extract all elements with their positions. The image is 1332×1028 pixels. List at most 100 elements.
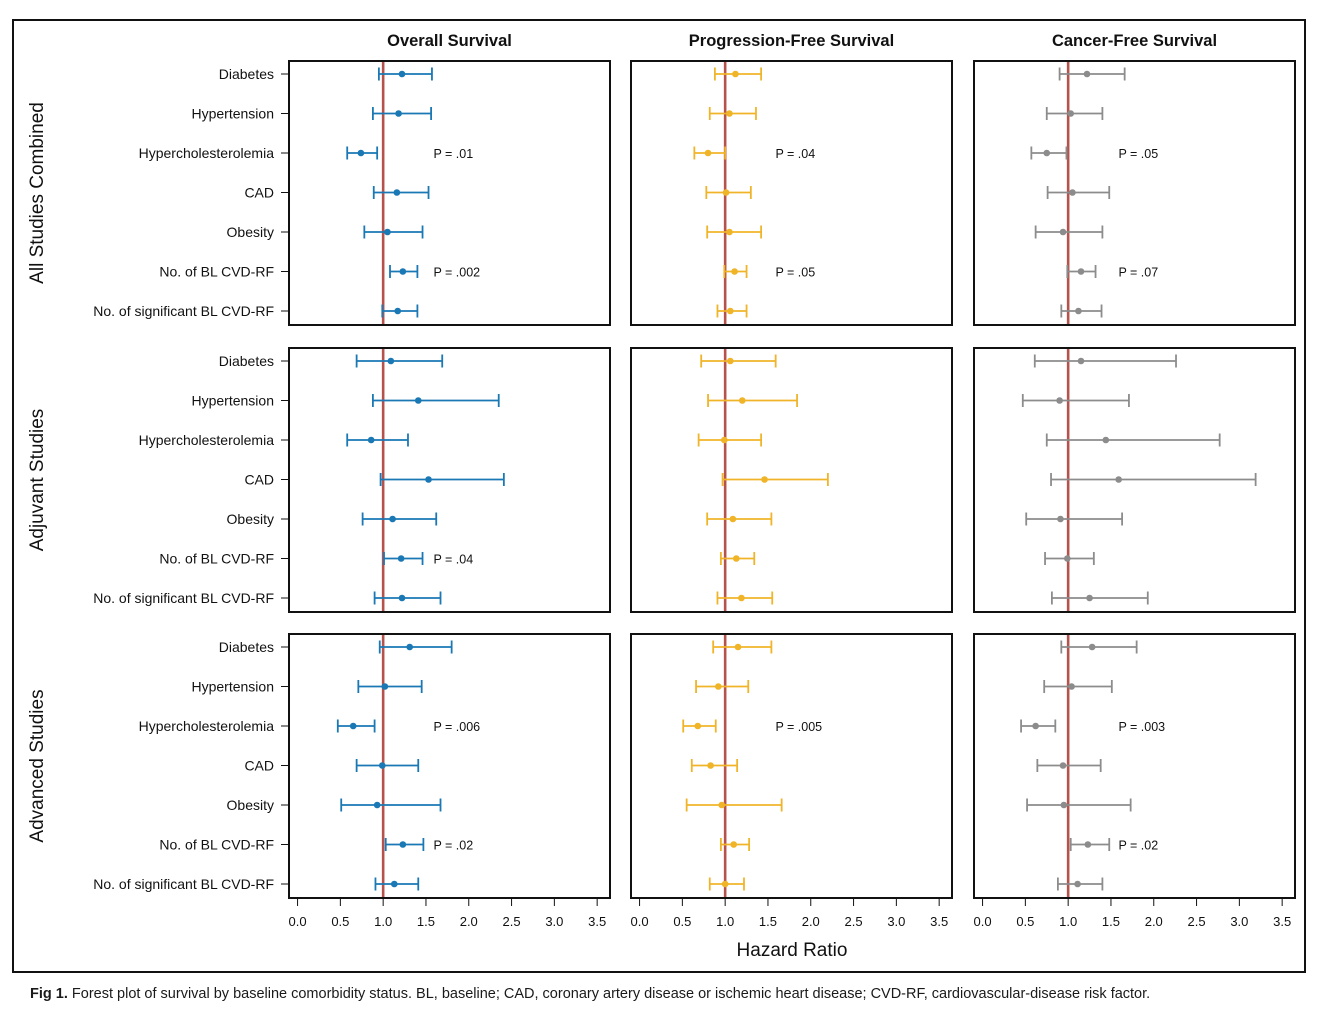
x-tick-label: 3.0 bbox=[545, 914, 563, 929]
row-label: Diabetes bbox=[219, 353, 274, 369]
hazard-ratio-point bbox=[425, 476, 432, 483]
hazard-ratio-point bbox=[718, 801, 726, 809]
x-tick-label: 0.5 bbox=[673, 914, 691, 929]
hazard-ratio-point bbox=[722, 189, 730, 196]
row-label: Diabetes bbox=[219, 66, 274, 82]
hazard-ratio-point bbox=[729, 515, 737, 523]
forest-plot-figure: Overall Survival Progression-Free Surviva… bbox=[12, 19, 1306, 973]
row-label: Hypertension bbox=[192, 106, 275, 122]
hazard-ratio-point bbox=[397, 555, 405, 562]
row-label: Obesity bbox=[227, 224, 274, 240]
x-tick-label: 0.0 bbox=[974, 914, 992, 929]
hazard-ratio-point bbox=[389, 515, 396, 523]
p-value-label: P = .02 bbox=[1118, 839, 1158, 853]
row-label: Hypertension bbox=[192, 393, 275, 409]
hazard-ratio-point bbox=[1077, 268, 1085, 275]
hazard-ratio-point bbox=[1060, 801, 1068, 809]
row-label: CAD bbox=[244, 758, 274, 774]
hazard-ratio-point bbox=[394, 307, 402, 315]
caption-text: Forest plot of survival by baseline como… bbox=[71, 986, 1151, 1002]
p-value-label: P = .05 bbox=[775, 266, 815, 280]
panel-frame bbox=[973, 347, 1296, 613]
row-label: Diabetes bbox=[219, 639, 274, 655]
p-value-label: P = .04 bbox=[433, 553, 473, 567]
row-label: No. of significant BL CVD-RF bbox=[93, 590, 274, 606]
hazard-ratio-point bbox=[1115, 476, 1122, 483]
panel-frame bbox=[973, 60, 1296, 326]
hazard-ratio-point bbox=[406, 643, 413, 651]
hazard-ratio-point bbox=[1088, 643, 1096, 651]
hazard-ratio-point bbox=[398, 70, 406, 78]
panel-frame bbox=[630, 60, 953, 326]
x-tick-label: 1.5 bbox=[1102, 914, 1120, 929]
hazard-ratio-point bbox=[1074, 880, 1081, 888]
panel-frame bbox=[630, 347, 953, 613]
row-label: Hypercholesterolemia bbox=[139, 718, 275, 734]
panel-frame bbox=[288, 60, 611, 326]
hazard-ratio-point bbox=[715, 683, 722, 690]
panel-frame bbox=[288, 347, 611, 613]
figure-caption: Fig 1. Forest plot of survival by baseli… bbox=[30, 986, 1320, 1002]
row-label: Obesity bbox=[227, 511, 274, 527]
row-label: No. of BL CVD-RF bbox=[159, 837, 274, 853]
p-value-label: P = .002 bbox=[433, 266, 480, 280]
hazard-ratio-point bbox=[1077, 357, 1085, 365]
hazard-ratio-point bbox=[395, 110, 402, 117]
x-tick-label: 1.0 bbox=[1059, 914, 1077, 929]
p-value-label: P = .04 bbox=[775, 147, 815, 161]
x-tick-label: 2.5 bbox=[845, 914, 863, 929]
x-tick-label: 2.0 bbox=[802, 914, 820, 929]
hazard-ratio-point bbox=[1084, 841, 1092, 848]
row-label: No. of significant BL CVD-RF bbox=[93, 303, 274, 319]
p-value-label: P = .02 bbox=[433, 839, 473, 853]
hazard-ratio-point bbox=[1064, 555, 1071, 562]
p-value-label: P = .005 bbox=[775, 720, 822, 734]
row-label: CAD bbox=[244, 185, 274, 201]
x-axis-title: Hazard Ratio bbox=[737, 940, 848, 961]
x-tick-label: 0.5 bbox=[1016, 914, 1034, 929]
hazard-ratio-point bbox=[357, 149, 365, 157]
hazard-ratio-point bbox=[1032, 722, 1039, 730]
section-label-1: Adjuvant Studies bbox=[27, 409, 48, 552]
hazard-ratio-point bbox=[734, 643, 742, 651]
section-label-2: Advanced Studies bbox=[27, 689, 48, 842]
x-tick-label: 3.0 bbox=[1230, 914, 1248, 929]
hazard-ratio-point bbox=[367, 436, 375, 444]
x-tick-label: 1.5 bbox=[759, 914, 777, 929]
x-tick-label: 1.5 bbox=[417, 914, 435, 929]
hazard-ratio-point bbox=[1057, 515, 1064, 523]
x-tick-label: 3.5 bbox=[1273, 914, 1291, 929]
row-label: Hypercholesterolemia bbox=[139, 432, 275, 448]
hazard-ratio-point bbox=[1068, 683, 1075, 690]
x-tick-label: 1.0 bbox=[374, 914, 392, 929]
hazard-ratio-point bbox=[384, 228, 391, 236]
hazard-ratio-point bbox=[1056, 397, 1063, 404]
hazard-ratio-point bbox=[738, 397, 746, 404]
hazard-ratio-point bbox=[732, 555, 740, 562]
hazard-ratio-point bbox=[726, 110, 733, 117]
hazard-ratio-point bbox=[1059, 228, 1067, 236]
hazard-ratio-point bbox=[1083, 70, 1091, 78]
hazard-ratio-point bbox=[387, 357, 395, 365]
hazard-ratio-point bbox=[730, 841, 738, 848]
row-label: Hypercholesterolemia bbox=[139, 145, 275, 161]
p-value-label: P = .006 bbox=[433, 720, 480, 734]
x-tick-label: 0.0 bbox=[289, 914, 307, 929]
column-title-1: Progression-Free Survival bbox=[689, 32, 894, 50]
hazard-ratio-point bbox=[738, 594, 745, 602]
x-tick-label: 3.5 bbox=[930, 914, 948, 929]
hazard-ratio-point bbox=[373, 801, 381, 809]
x-tick-label: 2.5 bbox=[1188, 914, 1206, 929]
hazard-ratio-point bbox=[393, 189, 401, 196]
p-value-label: P = .01 bbox=[433, 147, 473, 161]
hazard-ratio-point bbox=[398, 594, 406, 602]
hazard-ratio-point bbox=[726, 357, 734, 365]
hazard-ratio-point bbox=[707, 762, 714, 769]
p-value-label: P = .05 bbox=[1118, 147, 1158, 161]
column-title-2: Cancer-Free Survival bbox=[1052, 32, 1217, 50]
p-value-label: P = .07 bbox=[1118, 266, 1158, 280]
hazard-ratio-point bbox=[731, 268, 738, 275]
hazard-ratio-point bbox=[721, 436, 728, 444]
panel-frame bbox=[288, 633, 611, 899]
hazard-ratio-point bbox=[1059, 762, 1067, 769]
